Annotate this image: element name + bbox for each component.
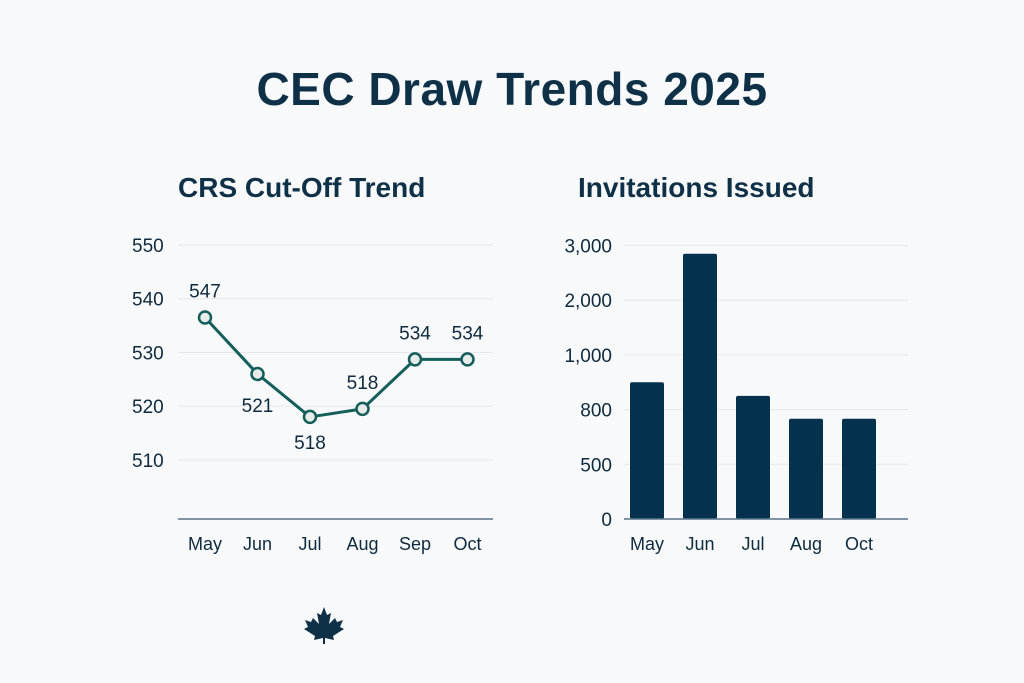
data-label: 518 (347, 373, 379, 394)
x-tick-label: May (630, 534, 664, 554)
y-tick-label: 500 (580, 455, 612, 476)
bar-chart-title: Invitations Issued (578, 172, 815, 203)
y-tick-label: 510 (132, 451, 164, 472)
bar (736, 395, 770, 519)
x-tick-label: Jun (685, 534, 714, 554)
x-tick-label: Oct (845, 534, 873, 554)
x-tick-label: Aug (790, 534, 822, 554)
x-tick-label: Sep (399, 534, 431, 554)
data-label: 534 (399, 323, 431, 344)
bar (630, 382, 664, 519)
x-tick-label: Oct (453, 534, 481, 554)
y-tick-label: 0 (601, 510, 612, 531)
line-chart-title: CRS Cut-Off Trend (178, 172, 426, 203)
x-tick-label: Jun (243, 534, 272, 554)
x-tick-label: Jul (741, 534, 764, 554)
y-tick-label: 550 (132, 236, 164, 257)
y-tick-label: 540 (132, 290, 164, 311)
y-tick-label: 800 (580, 401, 612, 422)
data-point (197, 310, 213, 325)
data-point (250, 366, 265, 382)
data-label: 518 (294, 433, 326, 454)
data-point (355, 401, 370, 417)
series-line (203, 316, 468, 419)
data-point (407, 352, 423, 367)
y-tick-label: 2,000 (564, 291, 612, 312)
maple-leaf-icon (304, 607, 344, 644)
x-tick-label: Aug (346, 534, 378, 554)
bar (789, 418, 823, 519)
y-tick-label: 520 (132, 397, 164, 418)
y-tick-label: 3,000 (564, 237, 612, 258)
bar (683, 253, 717, 519)
y-tick-label: 530 (132, 343, 164, 364)
bar (842, 418, 876, 519)
data-point (460, 352, 475, 367)
page-title: CEC Draw Trends 2025 (256, 63, 768, 115)
x-tick-label: May (188, 534, 222, 554)
y-tick-label: 1,000 (564, 346, 612, 367)
data-label: 521 (242, 396, 274, 417)
data-label: 547 (189, 282, 221, 303)
data-label: 534 (452, 323, 484, 344)
x-tick-label: Jul (298, 534, 321, 554)
data-point (302, 409, 318, 425)
